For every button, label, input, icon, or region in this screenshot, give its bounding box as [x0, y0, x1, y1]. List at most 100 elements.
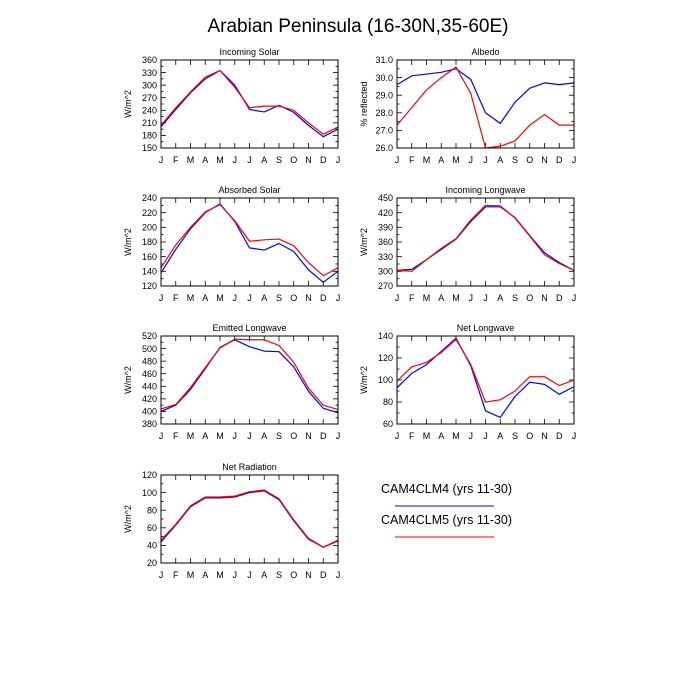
x-tick-label: J — [233, 570, 238, 580]
y-tick-label: 400 — [142, 407, 157, 417]
y-axis-label: W/m^2 — [123, 366, 133, 394]
x-tick-label: J — [159, 570, 164, 580]
plot-frame — [160, 474, 339, 564]
y-tick-label: 31.0 — [375, 55, 393, 65]
series-line — [396, 66, 574, 149]
x-tick-label: M — [187, 431, 195, 441]
x-tick-label: M — [187, 155, 195, 165]
x-tick-label: M — [216, 155, 224, 165]
panel-title: Emitted Longwave — [212, 323, 286, 333]
y-tick-label: 140 — [142, 267, 157, 277]
chart-panel: Albedo % reflected 26.0 27.0 28.0 29.0 30.0 31.… — [359, 47, 576, 165]
x-tick-label: D — [556, 155, 563, 165]
panel-title: Net Longwave — [457, 323, 515, 333]
x-tick-label: A — [202, 431, 208, 441]
y-axis-label: W/m^2 — [123, 228, 133, 256]
y-tick-label: 390 — [378, 223, 393, 233]
x-tick-label: M — [187, 570, 195, 580]
x-tick-label: J — [247, 431, 252, 441]
y-tick-label: 520 — [142, 331, 157, 341]
x-tick-label: A — [438, 293, 444, 303]
x-tick-label: J — [395, 431, 400, 441]
series-line — [396, 204, 575, 272]
panel-title: Albedo — [471, 47, 499, 57]
y-tick-label: 420 — [142, 394, 157, 404]
x-tick-label: S — [276, 431, 282, 441]
y-tick-label: 120 — [142, 470, 157, 480]
x-tick-label: J — [469, 431, 474, 441]
x-tick-label: N — [541, 155, 548, 165]
x-tick-label: A — [202, 155, 208, 165]
series-line — [160, 203, 339, 283]
x-tick-label: J — [572, 431, 577, 441]
y-tick-label: 27.0 — [375, 126, 393, 136]
x-tick-label: J — [159, 431, 164, 441]
chart-panel: Absorbed Solar W/m^2 120 140 160 180 200 220 240… — [123, 185, 340, 303]
series-line — [396, 337, 575, 418]
legend: CAM4CLM4 (yrs 11-30) CAM4CLM5 (yrs 11-30… — [381, 482, 512, 538]
y-tick-label: 26.0 — [375, 143, 393, 153]
chart-panel: Incoming Longwave W/m^2 270 300 330 360 390 420… — [359, 185, 576, 303]
x-tick-label: J — [336, 570, 341, 580]
y-tick-label: 180 — [142, 131, 157, 141]
x-tick-label: F — [173, 293, 179, 303]
panel-title: Net Radiation — [222, 462, 277, 472]
x-tick-label: A — [261, 155, 267, 165]
x-tick-label: J — [247, 155, 252, 165]
figure-title: Arabian Peninsula (16-30N,35-60E) — [207, 16, 508, 37]
y-axis-label: W/m^2 — [359, 366, 369, 394]
plot-frame — [396, 59, 575, 149]
y-tick-label: 210 — [142, 118, 157, 128]
y-tick-label: 460 — [142, 369, 157, 379]
x-tick-label: S — [276, 570, 282, 580]
series-line — [160, 338, 339, 411]
y-tick-label: 40 — [147, 541, 157, 551]
x-tick-label: N — [305, 570, 312, 580]
x-tick-label: J — [247, 293, 252, 303]
x-tick-label: M — [423, 431, 431, 441]
y-tick-label: 160 — [142, 252, 157, 262]
x-tick-label: M — [423, 155, 431, 165]
x-tick-label: J — [159, 155, 164, 165]
x-tick-label: J — [336, 155, 341, 165]
series-line — [160, 339, 339, 414]
legend-label: CAM4CLM5 (yrs 11-30) — [381, 513, 512, 527]
y-tick-label: 330 — [142, 68, 157, 78]
x-tick-label: J — [159, 293, 164, 303]
legend-item: CAM4CLM5 (yrs 11-30) — [381, 513, 512, 538]
x-tick-label: N — [305, 431, 312, 441]
x-tick-label: F — [173, 570, 179, 580]
y-axis-label: W/m^2 — [123, 90, 133, 118]
x-tick-label: J — [336, 431, 341, 441]
x-tick-label: M — [216, 431, 224, 441]
y-tick-label: 420 — [378, 208, 393, 218]
x-tick-label: D — [556, 431, 563, 441]
y-tick-label: 60 — [147, 523, 157, 533]
plot-frame — [160, 197, 339, 287]
y-tick-label: 200 — [142, 223, 157, 233]
x-tick-label: D — [320, 155, 327, 165]
series-line — [396, 68, 575, 124]
x-tick-label: J — [233, 155, 238, 165]
y-tick-label: 140 — [378, 331, 393, 341]
y-tick-label: 360 — [378, 237, 393, 247]
x-tick-label: A — [497, 293, 503, 303]
panel-title: Incoming Longwave — [445, 185, 525, 195]
x-tick-label: F — [173, 155, 179, 165]
x-tick-label: A — [261, 431, 267, 441]
x-tick-label: J — [572, 293, 577, 303]
x-tick-label: J — [483, 293, 488, 303]
x-tick-label: D — [320, 293, 327, 303]
series-line — [160, 69, 339, 138]
y-tick-label: 120 — [142, 281, 157, 291]
x-tick-label: S — [512, 293, 518, 303]
x-tick-label: S — [276, 155, 282, 165]
series-line — [160, 490, 339, 548]
x-tick-label: O — [526, 155, 533, 165]
x-tick-label: M — [452, 431, 460, 441]
x-tick-label: O — [290, 293, 297, 303]
chart-panel: Emitted Longwave W/m^2 380 400 420 440 460 480 5… — [123, 323, 340, 441]
x-tick-label: J — [572, 155, 577, 165]
